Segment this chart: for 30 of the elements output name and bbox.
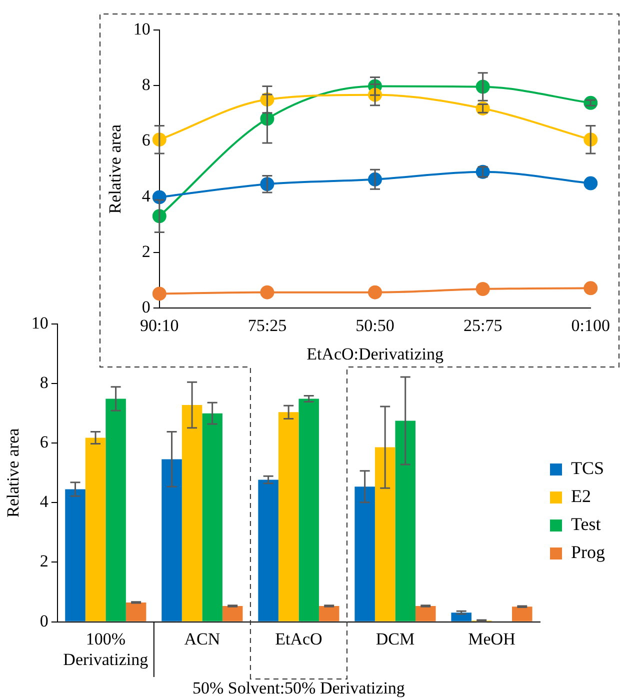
y-tick-label: 6 (40, 432, 48, 452)
x-tick-label: EtAcO (275, 629, 322, 648)
y-tick-label: 8 (142, 75, 150, 94)
legend-label: E2 (570, 486, 591, 506)
x-tick-label: 75:25 (248, 316, 287, 335)
x-axis-title: EtAcO:Derivatizing (306, 344, 444, 364)
x-tick-label: 0:100 (571, 316, 610, 335)
y-tick-label: 0 (142, 298, 150, 317)
y-tick-label: 0 (40, 611, 48, 630)
y-tick-label: 2 (142, 242, 150, 262)
x-tick-label: 50:50 (356, 316, 394, 335)
legend-label: Prog (570, 542, 606, 562)
y-tick-label: 6 (142, 130, 150, 150)
y-tick-label: 4 (142, 186, 151, 206)
x-tick-label: 90:10 (140, 316, 179, 335)
x-tick-label: ACN (184, 629, 220, 648)
x-tick-label: 100% Derivatizing (63, 629, 149, 669)
legend-label: TCS (570, 458, 604, 478)
y-tick-label: 8 (40, 373, 48, 392)
x-axis-title: 50% Solvent:50% Derivatizing (192, 678, 406, 698)
y-axis-title: Relative area (4, 428, 23, 518)
y-axis-title: Relative area (106, 124, 125, 214)
y-tick-label: 2 (40, 552, 48, 571)
legend-label: Test (570, 514, 601, 534)
x-tick-label: 25:75 (463, 316, 502, 335)
y-tick-label: 10 (31, 313, 48, 332)
x-tick-label: DCM (376, 629, 415, 648)
y-tick-label: 10 (133, 19, 150, 38)
y-tick-label: 4 (40, 492, 49, 512)
x-tick-label: MeOH (468, 629, 516, 648)
